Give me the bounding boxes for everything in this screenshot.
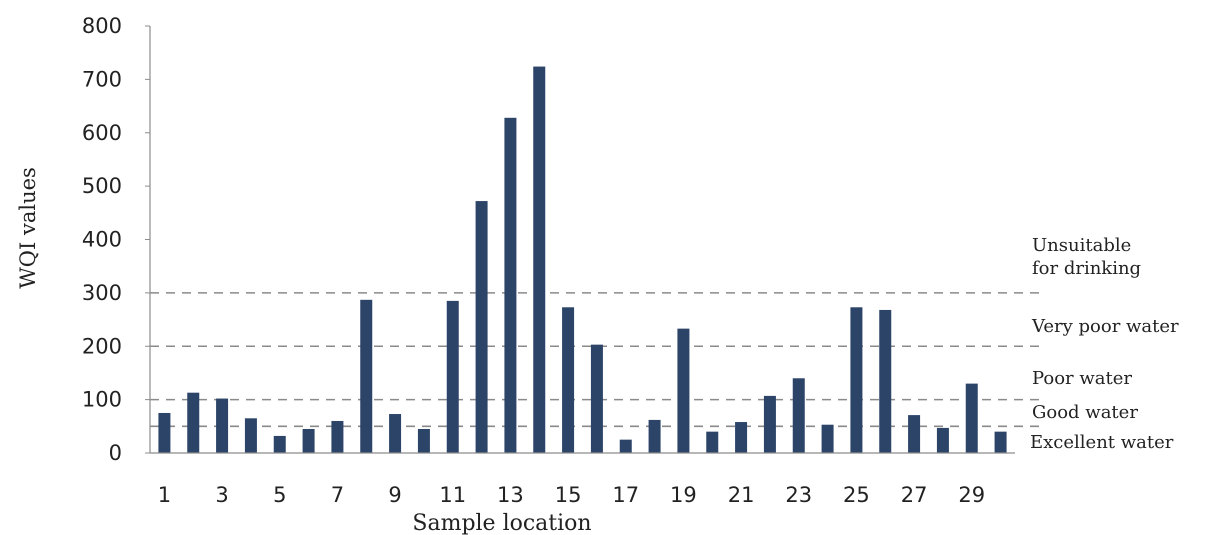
bar-7 — [331, 420, 344, 453]
y-tick-label: 100 — [82, 388, 122, 412]
y-axis-title: WQI values — [16, 167, 40, 289]
zone-label-poor: Poor water — [1032, 368, 1132, 389]
y-tick-labels: 0 100 200 300 400 500 600 700 800 — [82, 14, 150, 465]
bar-13 — [504, 117, 517, 454]
zone-label-unsuitable-2: for drinking — [1032, 258, 1141, 279]
bar-15 — [562, 307, 575, 453]
x-tick-label: 23 — [785, 483, 812, 507]
bar-20 — [706, 431, 719, 453]
bar-17 — [619, 439, 632, 453]
bar-21 — [735, 422, 748, 453]
x-tick-label: 13 — [497, 483, 524, 507]
bar-27 — [908, 415, 921, 453]
bar-14 — [533, 66, 546, 453]
bar-25 — [850, 307, 863, 453]
bar-26 — [879, 309, 892, 453]
bar-5 — [273, 435, 286, 453]
x-tick-label: 19 — [670, 483, 697, 507]
bar-11 — [446, 300, 459, 453]
y-tick-label: 600 — [82, 121, 122, 145]
x-tick-label: 27 — [901, 483, 928, 507]
bar-28 — [936, 427, 949, 453]
x-axis-title: Sample location — [412, 511, 591, 535]
bar-12 — [475, 201, 488, 453]
x-tick-labels: 1 3 5 7 9 11 13 15 17 19 21 23 25 27 29 — [158, 483, 985, 507]
zone-label-unsuitable-1: Unsuitable — [1032, 235, 1131, 256]
bar-24 — [821, 424, 834, 453]
x-tick-label: 1 — [158, 483, 171, 507]
bars-group — [158, 66, 1007, 454]
bar-29 — [965, 383, 978, 453]
y-tick-label: 300 — [82, 281, 122, 305]
y-tick-label: 0 — [109, 441, 122, 465]
x-tick-label: 3 — [215, 483, 228, 507]
y-tick-label: 200 — [82, 334, 122, 358]
bar-9 — [389, 414, 402, 453]
x-tick-label: 21 — [728, 483, 755, 507]
y-tick-label: 500 — [82, 174, 122, 198]
bar-6 — [302, 428, 315, 453]
bar-2 — [187, 392, 200, 453]
bar-4 — [244, 418, 257, 453]
x-tick-label: 15 — [555, 483, 582, 507]
bar-1 — [158, 412, 171, 453]
x-tick-label: 5 — [273, 483, 286, 507]
y-tick-label: 700 — [82, 67, 122, 91]
x-tick-label: 9 — [388, 483, 401, 507]
bar-30 — [994, 431, 1007, 453]
x-tick-label: 25 — [843, 483, 870, 507]
x-tick-label: 11 — [439, 483, 466, 507]
threshold-lines — [150, 292, 1045, 428]
y-tick-label: 800 — [82, 14, 122, 38]
bar-18 — [648, 419, 661, 453]
bar-19 — [677, 328, 690, 453]
bar-23 — [792, 378, 805, 453]
x-tick-label: 7 — [331, 483, 344, 507]
y-tick-label: 400 — [82, 228, 122, 252]
bar-22 — [763, 395, 776, 453]
zone-label-good: Good water — [1032, 402, 1138, 423]
x-tick-label: 17 — [612, 483, 639, 507]
bar-8 — [360, 299, 373, 453]
zone-label-excellent: Excellent water — [1030, 432, 1174, 453]
x-tick-label: 29 — [958, 483, 985, 507]
zone-label-very-poor: Very poor water — [1031, 316, 1179, 337]
bar-10 — [417, 428, 430, 453]
bar-3 — [216, 398, 229, 453]
bar-16 — [590, 344, 603, 453]
